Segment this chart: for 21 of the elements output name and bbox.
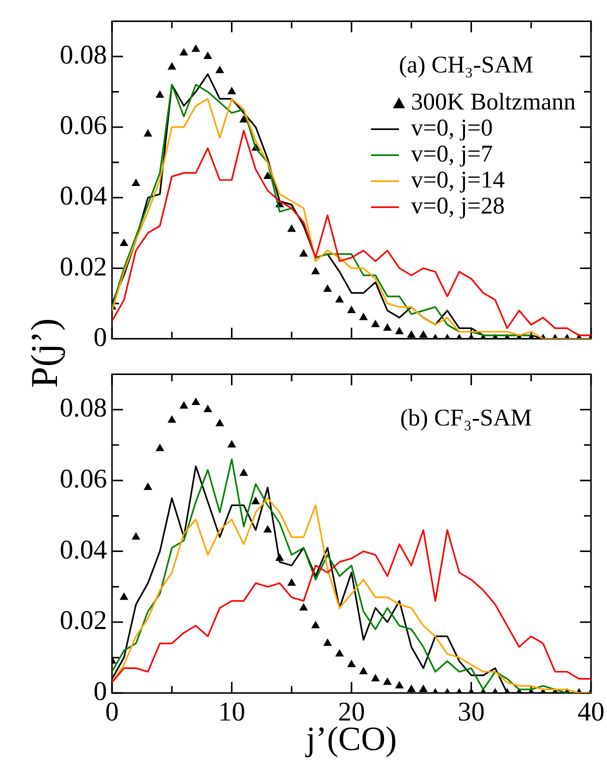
y-tick-label: 0.06 bbox=[60, 464, 107, 494]
x-tick-label: 40 bbox=[578, 696, 604, 726]
x-tick-label: 10 bbox=[218, 696, 246, 726]
annotation: (b) CF₃-SAM bbox=[400, 405, 532, 432]
annotation: (a) CH₃-SAM bbox=[398, 52, 534, 78]
y-tick-label: 0.02 bbox=[60, 251, 107, 282]
legend-label: v=0, j=0 bbox=[411, 115, 493, 142]
y-tick-label: 0.04 bbox=[60, 180, 108, 211]
y-axis-title: P(j’) bbox=[23, 318, 67, 388]
legend-label: v=0, j=14 bbox=[411, 167, 505, 194]
y-tick-label: 0.02 bbox=[60, 605, 107, 636]
y-tick-label: 0.06 bbox=[60, 110, 107, 140]
y-tick-label: 0.08 bbox=[60, 392, 107, 423]
y-tick-label: 0.04 bbox=[60, 534, 108, 564]
legend-label: v=0, j=7 bbox=[411, 141, 493, 168]
y-tick-label: 0 bbox=[94, 676, 107, 706]
y-tick-label: 0 bbox=[94, 322, 107, 352]
legend-label: 300K Boltzmann bbox=[411, 89, 576, 116]
y-tick-label: 0.08 bbox=[60, 40, 107, 70]
x-tick-label: 30 bbox=[458, 696, 485, 726]
legend-label: v=0, j=28 bbox=[411, 193, 505, 220]
